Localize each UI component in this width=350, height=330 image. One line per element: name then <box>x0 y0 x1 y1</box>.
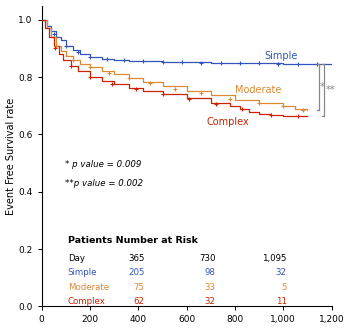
Y-axis label: Event Free Survival rate: Event Free Survival rate <box>6 97 15 214</box>
Text: * p value = 0.009: * p value = 0.009 <box>65 160 141 170</box>
Text: 33: 33 <box>205 283 216 292</box>
Text: Complex: Complex <box>68 297 106 306</box>
Text: Day: Day <box>68 254 85 263</box>
Text: 98: 98 <box>205 268 216 277</box>
Text: Simple: Simple <box>264 51 298 61</box>
Text: 5: 5 <box>281 283 287 292</box>
Text: 205: 205 <box>128 268 145 277</box>
Text: 32: 32 <box>205 297 216 306</box>
Text: Complex: Complex <box>206 116 249 127</box>
Text: Simple: Simple <box>68 268 97 277</box>
Text: Patients Number at Risk: Patients Number at Risk <box>68 236 198 245</box>
Text: 1,095: 1,095 <box>262 254 287 263</box>
Text: 75: 75 <box>134 283 145 292</box>
Text: Moderate: Moderate <box>68 283 109 292</box>
Text: Moderate: Moderate <box>235 85 281 95</box>
Text: **p value = 0.002: **p value = 0.002 <box>65 179 143 187</box>
Text: 62: 62 <box>134 297 145 306</box>
Text: 365: 365 <box>128 254 145 263</box>
Text: 11: 11 <box>276 297 287 306</box>
Text: 730: 730 <box>199 254 216 263</box>
Text: **: ** <box>326 85 335 95</box>
Text: *: * <box>320 82 325 92</box>
Text: 32: 32 <box>276 268 287 277</box>
